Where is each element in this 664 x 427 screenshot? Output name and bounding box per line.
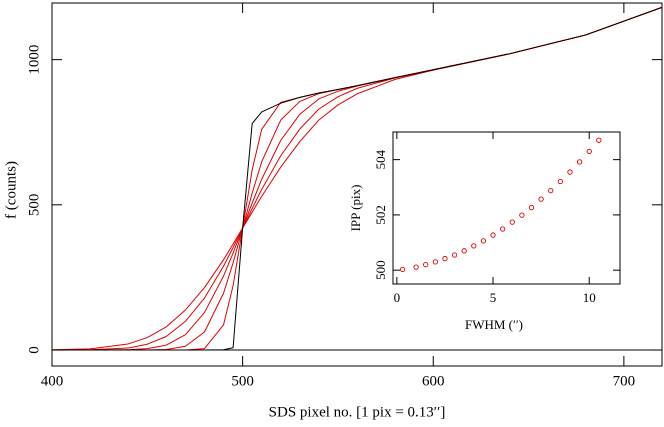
inset-plot: 0 5 10 500 502 504 xyxy=(373,131,621,305)
point xyxy=(490,232,496,238)
curve xyxy=(52,6,662,351)
x-tick-label: 0 xyxy=(394,290,401,305)
x-tick-label: 400 xyxy=(41,373,64,389)
y-tick-label: 504 xyxy=(373,149,388,169)
point xyxy=(596,137,602,143)
curve xyxy=(52,6,662,351)
point xyxy=(413,264,419,270)
point xyxy=(471,243,477,249)
point xyxy=(451,252,458,258)
y-axis-label: f (counts) xyxy=(3,161,19,219)
point xyxy=(442,255,448,262)
y-tick-label: 500 xyxy=(26,194,42,217)
point xyxy=(423,262,429,268)
point xyxy=(548,187,554,194)
y-tick-label: 1000 xyxy=(26,45,42,75)
plot-frame xyxy=(392,131,621,285)
point xyxy=(432,259,438,265)
y-tick-label: 502 xyxy=(373,205,388,225)
point xyxy=(528,204,535,211)
y-tick-label: 0 xyxy=(26,346,42,354)
curves xyxy=(52,6,662,351)
x-tick-label: 5 xyxy=(490,290,497,305)
point xyxy=(519,212,525,218)
point xyxy=(399,266,406,273)
x-tick-label: 10 xyxy=(583,290,596,305)
point xyxy=(586,148,592,154)
point xyxy=(557,178,564,185)
point xyxy=(538,196,544,202)
x-tick-label: 500 xyxy=(231,373,254,389)
point xyxy=(567,169,573,175)
x-tick-label: 600 xyxy=(422,373,445,389)
point xyxy=(480,238,487,244)
point xyxy=(461,248,467,254)
point xyxy=(500,226,506,232)
point xyxy=(509,219,515,225)
point xyxy=(576,159,583,165)
y-tick-label: 500 xyxy=(373,260,388,280)
x-tick-label: 700 xyxy=(613,373,636,389)
inset-x-axis-label: FWHM (′′) xyxy=(465,317,523,332)
x-axis-label: SDS pixel no. [1 pix = 0.13′′] xyxy=(269,404,446,420)
inset-y-axis-label: IPP (pix) xyxy=(348,185,363,232)
